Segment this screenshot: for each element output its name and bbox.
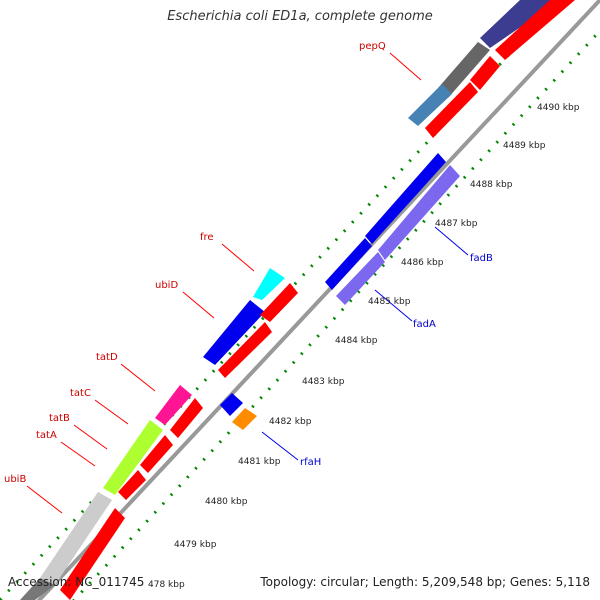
- gene-fre-block: [253, 268, 285, 300]
- scale-label-4486: 4486 kbp: [401, 258, 444, 268]
- leader-tatB: [73, 424, 108, 450]
- gene-ubiB-block: [40, 492, 112, 585]
- scale-label-478: 478 kbp: [148, 580, 185, 590]
- leader-fadA: [374, 289, 413, 322]
- leader-fre: [221, 243, 255, 272]
- gene-block-red-top1: [495, 0, 575, 60]
- genome-backbone: [36, 0, 600, 600]
- leader-rfaH: [261, 431, 299, 461]
- gene-rfaH-blue: [220, 393, 243, 416]
- gene-label-fadA: fadA: [413, 319, 436, 330]
- gene-fadA-block: [325, 238, 372, 290]
- gene-label-ubiB: ubiB: [4, 474, 26, 485]
- genome-title: Escherichia coli ED1a, complete genome: [167, 9, 433, 24]
- gene-label-fre: fre: [200, 232, 214, 243]
- gene-fadB-block: [365, 153, 446, 244]
- gene-rfaH-orange: [232, 408, 257, 430]
- accession-label: Accession: NC_011745: [8, 575, 145, 589]
- gene-block-gray: [438, 42, 490, 98]
- leader-fadB: [434, 226, 469, 256]
- scale-label-4490: 4490 kbp: [537, 103, 580, 113]
- gene-label-fadB: fadB: [470, 253, 493, 264]
- gene-ubiD-block: [203, 300, 265, 365]
- genome-stats-label: Topology: circular; Length: 5,209,548 bp…: [260, 575, 590, 589]
- scale-label-4481: 4481 kbp: [238, 457, 281, 467]
- scale-label-4484: 4484 kbp: [335, 336, 378, 346]
- gene-gray-bottom: [20, 578, 55, 600]
- gene-fadA-light: [336, 252, 385, 305]
- gene-block-red-top3: [425, 82, 478, 138]
- gene-fadB-light: [378, 165, 460, 260]
- tick-line-lower: [72, 28, 600, 600]
- scale-label-4487: 4487 kbp: [435, 219, 478, 229]
- gene-tatD-block: [155, 385, 192, 425]
- leader-tatD: [120, 363, 156, 392]
- gene-label-tatA: tatA: [36, 430, 57, 441]
- gene-label-rfaH: rfaH: [300, 457, 321, 468]
- gene-red-low2: [140, 435, 173, 473]
- gene-tatC-block: [103, 420, 163, 495]
- gene-labels: pepQ fre ubiD tatD tatC tatB tatA ubiB f…: [4, 41, 493, 485]
- scale-label-4485: 4485 kbp: [368, 297, 411, 307]
- scale-label-4480: 4480 kbp: [205, 497, 248, 507]
- gene-red-bottom: [60, 508, 125, 600]
- leader-pepQ: [389, 52, 422, 81]
- leader-ubiB: [26, 485, 63, 514]
- scale-label-4483: 4483 kbp: [302, 377, 345, 387]
- gene-label-tatB: tatB: [49, 413, 70, 424]
- gene-red-mid1: [260, 283, 298, 322]
- gene-block-red-top2: [470, 56, 500, 90]
- leader-ubiD: [182, 291, 215, 319]
- scale-label-4479: 4479 kbp: [174, 540, 217, 550]
- leader-tatA: [60, 441, 96, 467]
- gene-label-pepQ: pepQ: [359, 41, 386, 52]
- leader-tatC: [94, 399, 129, 425]
- gene-label-ubiD: ubiD: [155, 280, 178, 291]
- gene-label-tatD: tatD: [96, 352, 118, 363]
- scale-label-4489: 4489 kbp: [503, 141, 546, 151]
- scale-label-4482: 4482 kbp: [269, 417, 312, 427]
- gene-red-low3: [118, 470, 146, 500]
- scale-label-4488: 4488 kbp: [470, 180, 513, 190]
- gene-red-mid2: [218, 322, 272, 378]
- gene-block-steelblue: [408, 84, 452, 126]
- gene-red-low1: [170, 398, 203, 438]
- scale-labels: 478 kbp 4479 kbp 4480 kbp 4481 kbp 4482 …: [148, 103, 580, 590]
- gene-label-tatC: tatC: [70, 388, 91, 399]
